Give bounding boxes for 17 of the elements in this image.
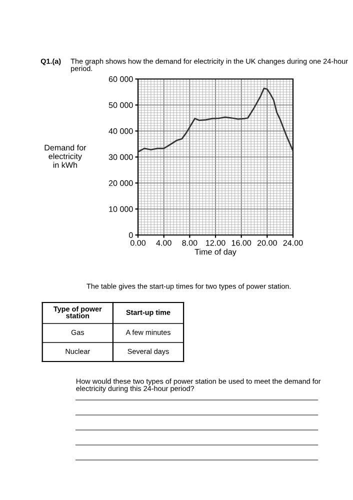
x-axis-title: Time of day	[194, 248, 236, 256]
x-tick-label: 16.00	[232, 240, 252, 246]
x-tick-label: 24.00	[283, 240, 303, 246]
x-tick-label: 12.00	[206, 240, 226, 246]
x-tick-label: 20.00	[257, 240, 277, 246]
line-series	[138, 88, 293, 152]
y-tick-label: 50 000	[108, 102, 133, 108]
y-tick-label: 10 000	[109, 206, 133, 212]
x-tick-label: 0.00	[130, 240, 146, 246]
y-tick-label: 60 000	[108, 76, 133, 82]
x-tick-label: 8.00	[182, 240, 198, 246]
y-tick-label: 30 000	[108, 154, 133, 160]
y-tick-label: 0	[128, 232, 133, 238]
y-tick-label: 20 000	[108, 180, 133, 186]
y-axis-title: Demand for electricity in kWh	[44, 144, 86, 168]
y-tick-label: 40 000	[108, 128, 133, 134]
x-tick-label: 4.00	[156, 240, 172, 246]
